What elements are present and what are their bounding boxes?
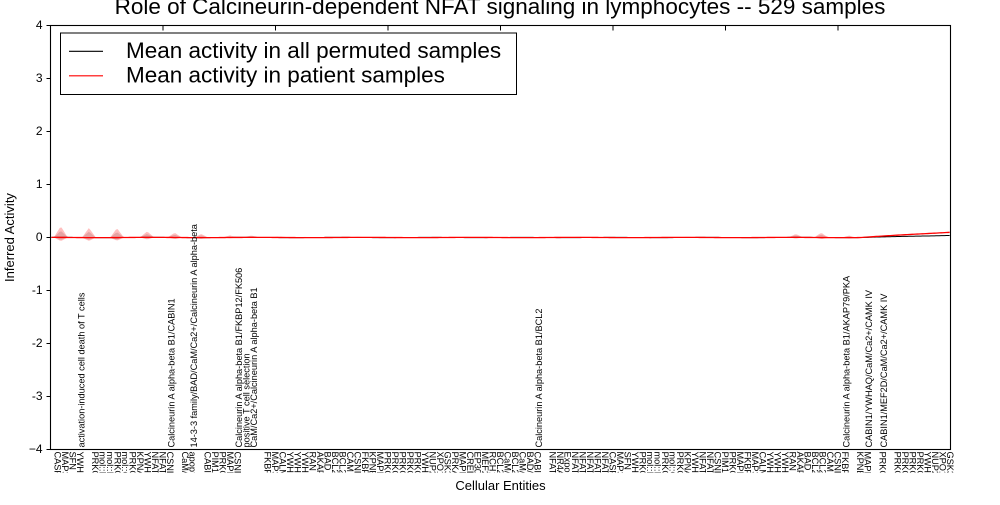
svg-text:Calcineurin A alpha-beta B1/AK: Calcineurin A alpha-beta B1/AKAP79/PKA	[841, 275, 851, 447]
svg-text:-1: -1	[32, 283, 43, 297]
svg-text:CABIN1/MEF2D/CaM/Ca2+/CAMK IV: CABIN1/MEF2D/CaM/Ca2+/CAMK IV	[879, 293, 889, 448]
svg-text:Calcineurin A alpha-beta B1/CA: Calcineurin A alpha-beta B1/CABIN1	[166, 298, 176, 447]
svg-text:CSNK1A1: CSNK1A1	[232, 452, 242, 494]
svg-text:Calcineurin A alpha-beta B1/BC: Calcineurin A alpha-beta B1/BCL2	[534, 309, 544, 448]
svg-text:CSNK1A1: CSNK1A1	[165, 452, 175, 494]
svg-text:apoptosis: apoptosis	[187, 452, 197, 492]
svg-text:CaM/Ca2+/Calcineurin A alpha-b: CaM/Ca2+/Calcineurin A alpha-beta B1	[249, 287, 259, 447]
svg-text:-2: -2	[32, 336, 43, 350]
svg-text:-3: -3	[32, 389, 43, 403]
svg-text:14-3-3 family/BAD/CaM/Ca2+/Cal: 14-3-3 family/BAD/CaM/Ca2+/Calcineurin A…	[189, 223, 199, 447]
svg-text:GSK3B: GSK3B	[945, 452, 955, 483]
svg-text:MAPK3: MAPK3	[862, 452, 872, 483]
svg-text:2: 2	[36, 124, 43, 138]
svg-text:4: 4	[36, 18, 43, 32]
svg-text:Cellular Entities: Cellular Entities	[455, 478, 546, 493]
svg-text:activation-induced cell death: activation-induced cell death of T cells	[76, 292, 86, 447]
svg-text:3: 3	[36, 71, 43, 85]
svg-text:Mean activity in all permuted: Mean activity in all permuted samples	[126, 38, 501, 63]
svg-text:Inferred Activity: Inferred Activity	[2, 193, 17, 282]
svg-text:Mean activity in patient sampl: Mean activity in patient samples	[126, 63, 445, 88]
svg-text:FKBP8: FKBP8	[840, 452, 850, 481]
svg-text:0: 0	[36, 230, 43, 244]
svg-text:PRKCA: PRKCA	[877, 452, 887, 485]
svg-text:1: 1	[36, 177, 43, 191]
svg-text:YWHAG: YWHAG	[75, 452, 85, 487]
svg-text:−4: −4	[29, 442, 43, 456]
svg-text:CABIN1/YWHAQ/CaM/Ca2+/CAMK IV: CABIN1/YWHAQ/CaM/Ca2+/CAMK IV	[864, 289, 874, 447]
